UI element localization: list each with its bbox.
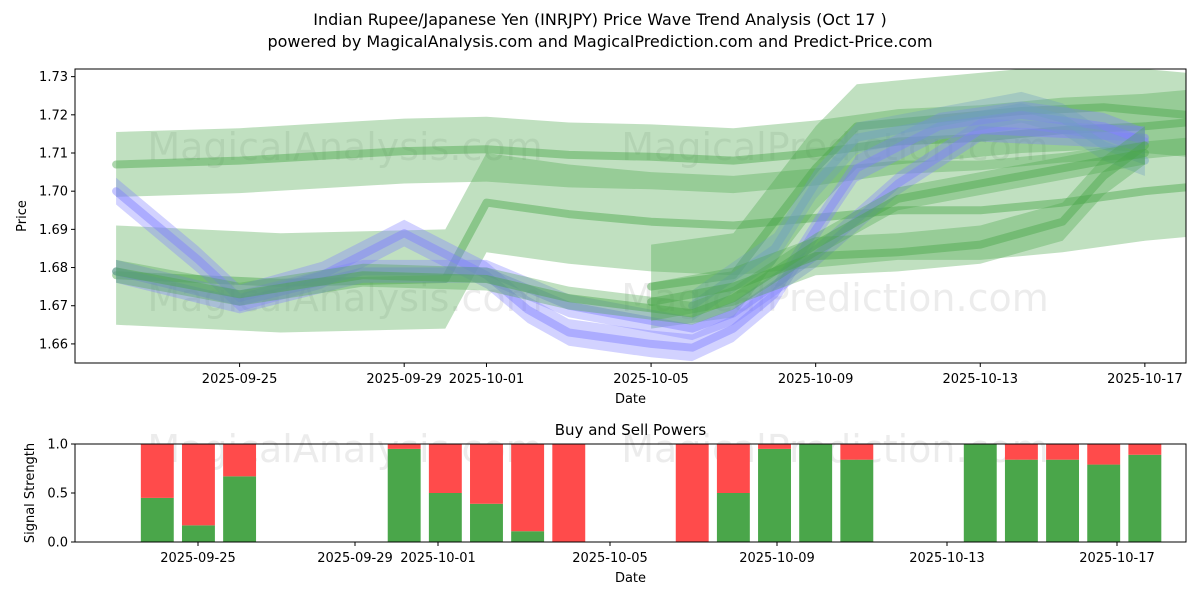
bar-x-tick-label: 2025-10-01: [400, 551, 476, 566]
chart-subtitle: powered by MagicalAnalysis.com and Magic…: [267, 32, 933, 51]
wave-band-2: [651, 69, 1186, 329]
wave-band-0: [116, 90, 1186, 197]
sell-bar: [1087, 444, 1121, 465]
buy-bar: [387, 448, 421, 542]
bar-x-tick-label: 2025-10-05: [572, 551, 648, 566]
buy-bar: [140, 497, 174, 542]
y-tick-label: 1.71: [39, 147, 68, 162]
wave-line-3: [112, 110, 1149, 352]
buy-bar: [1004, 459, 1038, 542]
y-tick-label: 1.70: [39, 185, 68, 200]
wave-band-1: [116, 137, 1186, 333]
wave-line-2: [647, 103, 1186, 291]
wave-line-7: [112, 149, 1149, 318]
bar-x-tick-label: 2025-09-25: [160, 551, 236, 566]
wave-line-5: [688, 103, 1149, 310]
y-axis-label: Price: [15, 200, 30, 232]
x-tick-label: 2025-09-29: [366, 372, 442, 387]
sell-bar: [1004, 444, 1038, 460]
sell-bar: [181, 444, 215, 526]
chart-title: Indian Rupee/Japanese Yen (INRJPY) Price…: [313, 10, 887, 29]
x-tick-label: 2025-10-05: [613, 372, 689, 387]
bar-x-axis-label: Date: [615, 571, 646, 586]
sell-bar: [716, 444, 750, 493]
sell-bar: [552, 444, 586, 542]
x-axis-label: Date: [615, 392, 646, 407]
wave-band-5: [692, 91, 1145, 322]
wave-band-4: [116, 118, 1145, 341]
x-tick-label: 2025-10-13: [942, 372, 1018, 387]
bar-y-tick-label: 0.0: [47, 536, 68, 551]
x-tick-label: 2025-09-25: [202, 372, 278, 387]
sell-bar: [511, 444, 545, 532]
wave-line-1: [112, 183, 1186, 287]
wave-band-3: [116, 101, 1145, 362]
y-tick-label: 1.72: [39, 108, 68, 123]
bar-x-tick-label: 2025-10-13: [909, 551, 985, 566]
buy-bar: [1046, 459, 1080, 542]
y-tick-label: 1.66: [39, 337, 68, 352]
sell-bar: [1046, 444, 1080, 460]
bar-x-tick-label: 2025-10-09: [739, 551, 815, 566]
y-tick-label: 1.73: [39, 70, 68, 85]
buy-bar: [758, 448, 791, 542]
y-tick-label: 1.68: [39, 261, 68, 276]
sell-bar: [1128, 444, 1162, 455]
wave-line-0: [112, 118, 1186, 169]
sell-bar: [140, 444, 174, 498]
bar-y-tick-label: 1.0: [47, 438, 68, 453]
wave-band-7: [116, 141, 1145, 325]
sell-bar: [758, 444, 791, 449]
wave-band-6: [651, 126, 1145, 321]
x-tick-label: 2025-10-01: [449, 372, 525, 387]
y-tick-label: 1.67: [39, 299, 68, 314]
watermark-text: MagicalPrediction.com: [621, 125, 1049, 169]
watermark-text: MagicalAnalysis.com: [147, 125, 542, 169]
sell-bar: [428, 444, 462, 493]
plot-frame: [74, 68, 1187, 364]
bar-chart-title: Buy and Sell Powers: [555, 421, 707, 439]
buy-bar: [963, 444, 997, 542]
bar-y-axis-label: Signal Strength: [23, 443, 38, 543]
watermark-text: MagicalAnalysis.com: [147, 276, 542, 320]
sell-bar: [840, 444, 874, 460]
bar-y-tick-label: 0.5: [47, 487, 68, 502]
buy-bar: [181, 525, 215, 542]
bar-x-tick-label: 2025-10-17: [1079, 551, 1155, 566]
sell-bar: [675, 444, 709, 542]
buy-bar: [470, 503, 503, 542]
bar-x-tick-label: 2025-09-29: [317, 551, 393, 566]
buy-bar: [1128, 454, 1162, 542]
wave-group: [112, 69, 1186, 362]
sell-bar: [387, 444, 421, 449]
buy-bar: [1087, 464, 1121, 542]
wave-line-6: [647, 141, 1149, 306]
watermark-text: MagicalPrediction.com: [621, 276, 1049, 320]
buy-bar: [799, 444, 833, 542]
x-tick-label: 2025-10-09: [778, 372, 854, 387]
x-tick-label: 2025-10-17: [1107, 372, 1183, 387]
buy-bar: [223, 476, 257, 542]
buy-bar: [428, 493, 462, 542]
buy-bar: [511, 531, 545, 542]
sell-bar: [223, 444, 257, 477]
buy-bar: [716, 493, 750, 542]
sell-bar: [470, 444, 503, 504]
wave-line-4: [112, 126, 1149, 333]
buy-bar: [840, 459, 874, 542]
y-tick-label: 1.69: [39, 223, 68, 238]
